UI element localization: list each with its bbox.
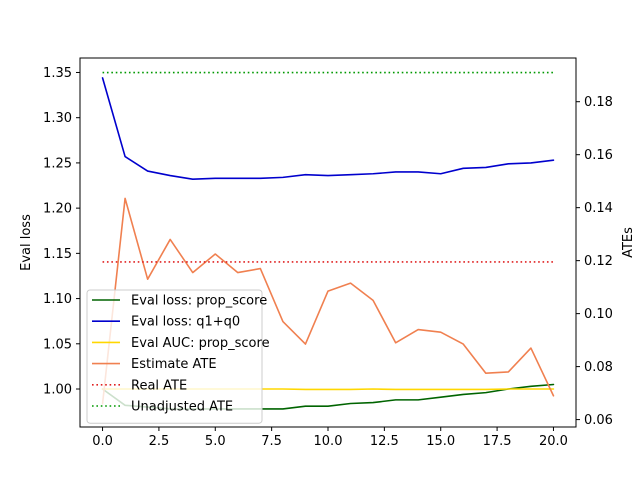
right-y-axis-label: ATEs <box>621 227 636 258</box>
x-tick-label: 15.0 <box>426 434 455 449</box>
right-y-tick-label: 0.18 <box>584 95 613 110</box>
left-y-tick-label: 1.30 <box>43 111 72 126</box>
x-tick-label: 17.5 <box>483 434 512 449</box>
right-y-tick-label: 0.16 <box>584 148 613 163</box>
x-tick-label: 7.5 <box>261 434 282 449</box>
right-y-tick-label: 0.14 <box>584 201 613 216</box>
left-y-tick-label: 1.20 <box>43 202 72 217</box>
right-y-tick-label: 0.06 <box>584 413 613 428</box>
legend-label: Estimate ATE <box>131 357 217 372</box>
legend-label: Eval loss: prop_score <box>131 294 267 309</box>
series-line-1 <box>101 77 555 180</box>
legend-box <box>86 289 263 424</box>
right-y-axis-ticks: 0.06 0.08 0.10 0.12 0.14 0.16 0.18 <box>576 95 613 428</box>
legend-label: Unadjusted ATE <box>131 400 233 415</box>
x-tick-label: 20.0 <box>539 434 568 449</box>
legend-label: Eval loss: q1+q0 <box>131 315 240 330</box>
series-line-3 <box>101 197 555 405</box>
right-y-tick-label: 0.10 <box>584 307 613 322</box>
left-y-tick-label: 1.10 <box>43 292 72 307</box>
x-tick-label: 2.5 <box>149 434 170 449</box>
x-axis-ticks: 0.0 2.5 5.0 7.5 10.0 12.5 15.0 17.5 20.0 <box>92 427 568 449</box>
right-y-tick-label: 0.12 <box>584 254 613 269</box>
legend: Eval loss: prop_score Eval loss: q1+q0 Eva… <box>86 289 270 424</box>
plot-frame <box>79 57 577 428</box>
x-tick-label: 5.0 <box>205 434 226 449</box>
left-y-axis-ticks: 1.00 1.05 1.10 1.15 1.20 1.25 1.30 1.35 <box>43 66 80 398</box>
legend-label: Eval AUC: prop_score <box>131 336 270 351</box>
x-tick-label: 10.0 <box>314 434 343 449</box>
legend-label: Real ATE <box>131 378 187 393</box>
left-y-tick-label: 1.00 <box>43 383 72 398</box>
x-tick-label: 0.0 <box>92 434 113 449</box>
left-y-tick-label: 1.35 <box>43 66 72 81</box>
right-y-tick-label: 0.08 <box>584 360 613 375</box>
left-y-tick-label: 1.05 <box>43 337 72 352</box>
left-y-tick-label: 1.25 <box>43 156 72 171</box>
x-tick-label: 12.5 <box>370 434 399 449</box>
left-y-axis-label: Eval loss <box>19 214 34 271</box>
left-y-tick-label: 1.15 <box>43 247 72 262</box>
